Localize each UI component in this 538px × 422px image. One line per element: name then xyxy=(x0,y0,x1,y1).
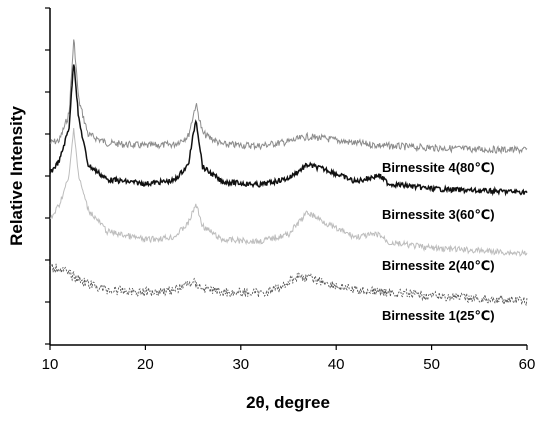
y-axis-label: Relative Intensity xyxy=(7,106,26,246)
x-tick-label: 40 xyxy=(328,356,345,373)
series-label-3: Birnessite 2(40℃) xyxy=(382,258,495,273)
series-label-4: Birnessite 1(25℃) xyxy=(382,308,495,323)
series-label-1: Birnessite 4(80℃) xyxy=(382,160,495,175)
x-tick-label: 20 xyxy=(137,356,154,373)
series-line-4 xyxy=(49,263,528,306)
series-line-2 xyxy=(49,64,528,197)
x-tick-label: 30 xyxy=(232,356,249,373)
series-line-1 xyxy=(49,39,528,155)
y-ticks xyxy=(45,7,50,345)
series-labels: Birnessite 4(80℃) Birnessite 3(60℃) Birnes… xyxy=(382,160,495,323)
series-lines xyxy=(49,39,528,306)
x-ticks: 10 20 30 40 50 60 xyxy=(42,345,536,373)
x-tick-label: 60 xyxy=(519,356,536,373)
x-tick-label: 10 xyxy=(42,356,59,373)
x-axis-label: 2θ, degree xyxy=(246,393,330,412)
series-label-2: Birnessite 3(60℃) xyxy=(382,207,495,222)
x-tick-label: 50 xyxy=(423,356,440,373)
series-line-3 xyxy=(49,127,528,257)
axes xyxy=(49,8,527,346)
